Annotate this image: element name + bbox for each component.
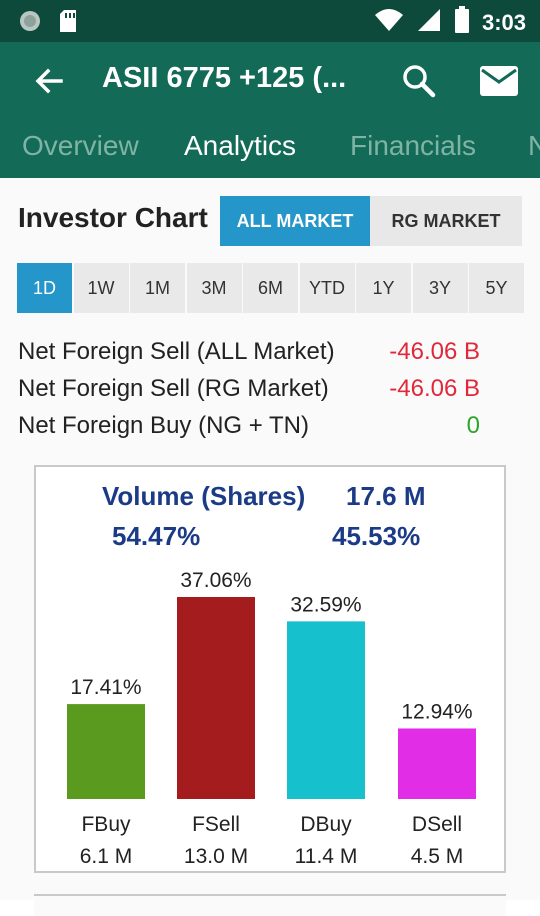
market-toggle: ALL MARKET RG MARKET bbox=[220, 196, 522, 246]
period-1w-button[interactable]: 1W bbox=[73, 263, 129, 313]
section-title: Investor Chart bbox=[18, 202, 208, 233]
mail-button[interactable] bbox=[476, 60, 522, 102]
bars-group: 17.41% FBuy 6.1 M 37.06% FSell 13.0 M 32.59% DB… bbox=[67, 569, 476, 868]
bar-dsell bbox=[398, 728, 476, 799]
period-3m-button[interactable]: 3M bbox=[186, 263, 242, 313]
chart-total-value: 17.6 M bbox=[346, 481, 426, 511]
period-selector: 1D 1W 1M 3M 6M YTD 1Y 3Y 5Y bbox=[17, 263, 526, 313]
domestic-percent: 45.53% bbox=[332, 521, 420, 551]
sd-card-icon bbox=[58, 9, 78, 38]
search-button[interactable] bbox=[398, 60, 440, 102]
investor-chart-card: Volume (Shares) 17.6 M 54.47% 45.53% 17.… bbox=[34, 465, 506, 873]
bar-volume-label: 4.5 M bbox=[411, 845, 464, 868]
stat-row-all-market: Net Foreign Sell (ALL Market) -46.06 B bbox=[18, 338, 480, 372]
page-title: ASII 6775 +125 (... bbox=[102, 62, 347, 94]
chart-title: Volume (Shares) bbox=[102, 481, 305, 511]
circle-notification-icon bbox=[18, 9, 42, 38]
stat-value: -46.06 B bbox=[389, 375, 480, 402]
tab-more[interactable]: N bbox=[528, 130, 540, 161]
period-5y-button[interactable]: 5Y bbox=[469, 263, 524, 313]
signal-icon bbox=[416, 7, 442, 38]
bar-fsell bbox=[177, 597, 255, 799]
all-market-button[interactable]: ALL MARKET bbox=[220, 196, 370, 246]
stat-row-ng-tn: Net Foreign Buy (NG + TN) 0 bbox=[18, 412, 480, 446]
tab-overview[interactable]: Overview bbox=[22, 130, 139, 161]
bar-percent-label: 12.94% bbox=[401, 700, 472, 723]
search-icon bbox=[403, 65, 436, 98]
bar-volume-label: 6.1 M bbox=[80, 845, 133, 868]
wifi-icon bbox=[374, 7, 404, 38]
bar-percent-label: 32.59% bbox=[290, 593, 361, 616]
period-3y-button[interactable]: 3Y bbox=[412, 263, 468, 313]
arrow-left-icon bbox=[35, 68, 63, 94]
bar-fbuy bbox=[67, 704, 145, 799]
bar-volume-label: 11.4 M bbox=[295, 845, 358, 868]
status-bar: 3:03 bbox=[0, 0, 540, 42]
bar-percent-label: 17.41% bbox=[70, 676, 141, 699]
bar-category-label: DSell bbox=[412, 813, 462, 836]
stat-row-rg-market: Net Foreign Sell (RG Market) -46.06 B bbox=[18, 375, 480, 409]
tab-bar: Overview Analytics Financials N bbox=[0, 120, 540, 178]
stat-value: 0 bbox=[466, 412, 480, 439]
period-1y-button[interactable]: 1Y bbox=[356, 263, 411, 313]
period-1m-button[interactable]: 1M bbox=[130, 263, 185, 313]
tab-analytics[interactable]: Analytics bbox=[184, 130, 297, 161]
period-6m-button[interactable]: 6M bbox=[243, 263, 298, 313]
back-button[interactable] bbox=[28, 60, 70, 102]
battery-icon bbox=[454, 6, 470, 39]
period-ytd-button[interactable]: YTD bbox=[299, 263, 355, 313]
stat-label: Net Foreign Sell (RG Market) bbox=[18, 375, 329, 402]
mail-icon bbox=[480, 66, 518, 96]
tab-financials[interactable]: Financials bbox=[350, 130, 477, 161]
analytics-content: Investor Chart ALL MARKET RG MARKET 1D 1… bbox=[0, 178, 540, 916]
stat-label: Net Foreign Sell (ALL Market) bbox=[18, 338, 335, 365]
status-time: 3:03 bbox=[481, 9, 526, 35]
bar-dbuy bbox=[287, 621, 365, 799]
stat-value: -46.06 B bbox=[389, 338, 480, 365]
foreign-percent: 54.47% bbox=[112, 521, 200, 551]
bar-volume-label: 13.0 M bbox=[184, 845, 248, 868]
bar-category-label: FSell bbox=[192, 813, 240, 836]
volume-bar-chart: Volume (Shares) 17.6 M 54.47% 45.53% 17.… bbox=[67, 481, 476, 868]
period-1d-button[interactable]: 1D bbox=[17, 263, 72, 313]
app-bar: ASII 6775 +125 (... bbox=[0, 42, 540, 120]
stat-label: Net Foreign Buy (NG + TN) bbox=[18, 412, 309, 439]
bar-percent-label: 37.06% bbox=[180, 569, 251, 592]
rg-market-button[interactable]: RG MARKET bbox=[370, 196, 522, 246]
bar-category-label: DBuy bbox=[300, 813, 352, 836]
next-card-edge bbox=[34, 894, 506, 916]
bar-category-label: FBuy bbox=[81, 813, 131, 836]
